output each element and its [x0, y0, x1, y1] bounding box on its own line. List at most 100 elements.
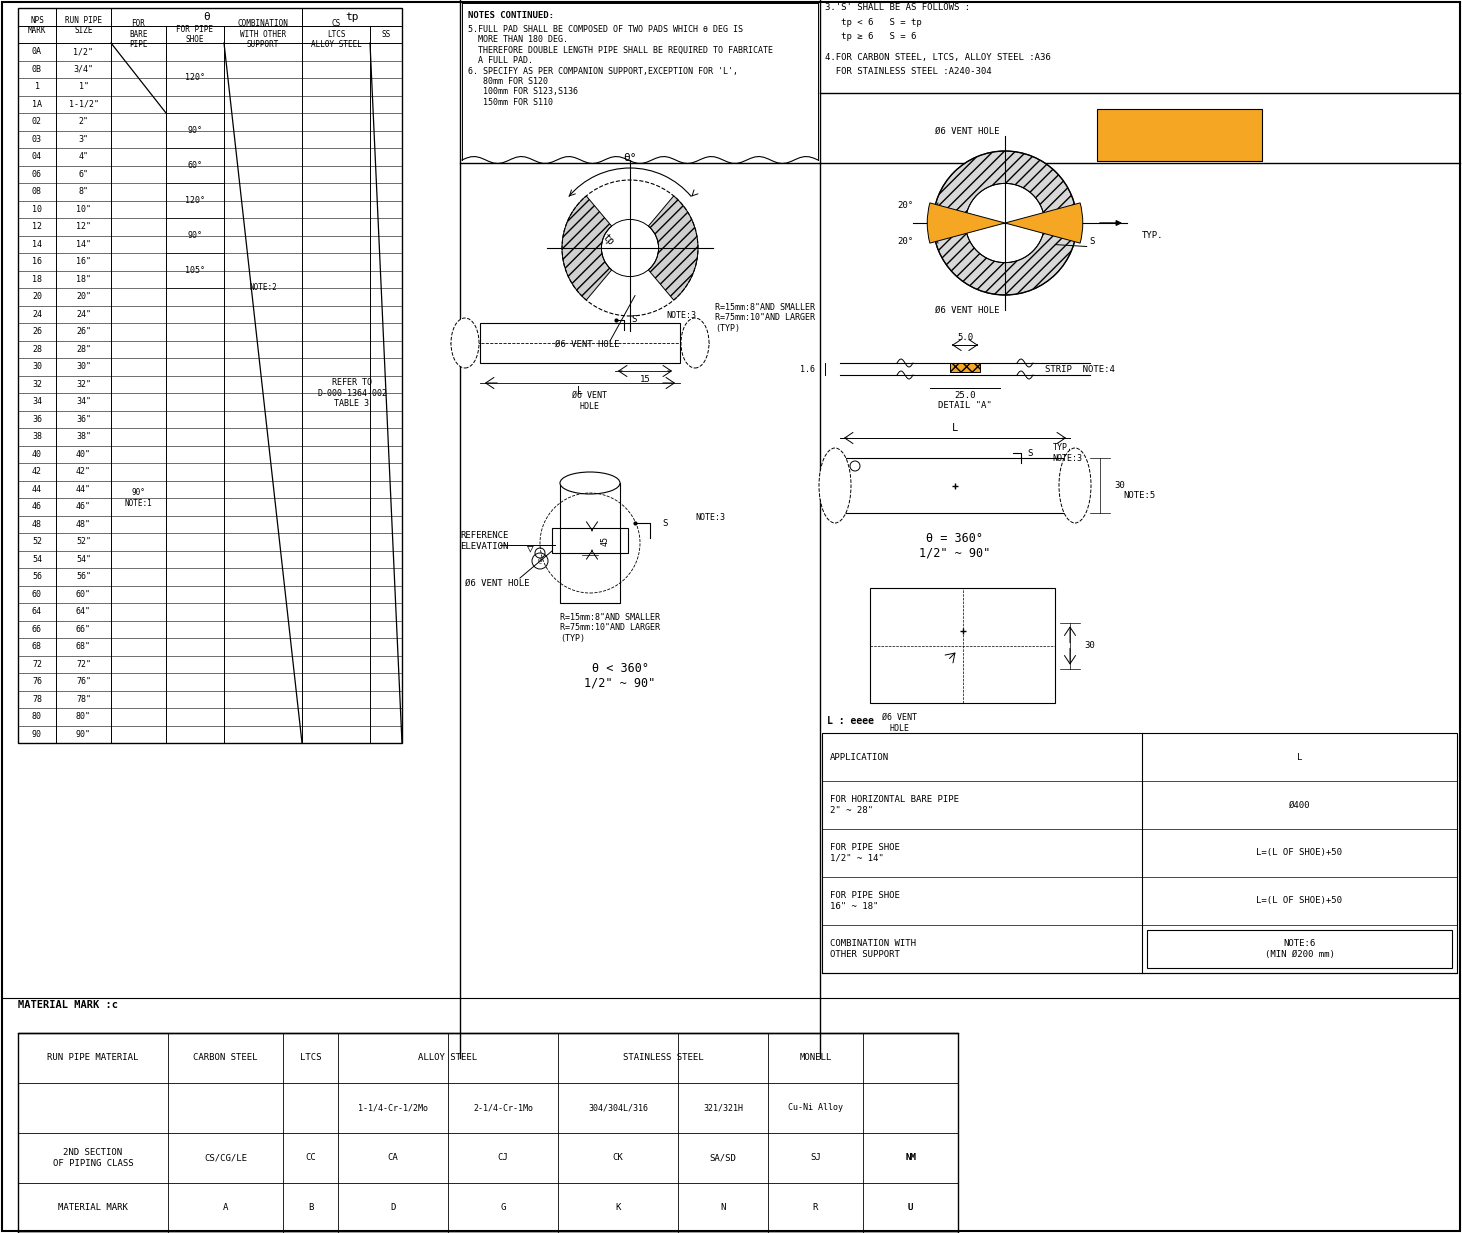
- Text: DETAIL "A": DETAIL "A": [939, 401, 991, 409]
- Text: APPLICATION: APPLICATION: [830, 752, 889, 762]
- Text: 90°
NOTE:1: 90° NOTE:1: [124, 488, 152, 508]
- Text: 10": 10": [76, 205, 91, 213]
- Text: CJ: CJ: [497, 1154, 509, 1163]
- Text: NM: NM: [905, 1154, 915, 1163]
- Text: MATERIAL MARK :c: MATERIAL MARK :c: [18, 1000, 118, 1010]
- Text: 60: 60: [32, 589, 42, 599]
- Text: 26: 26: [32, 327, 42, 337]
- Text: Ø6 VENT HOLE: Ø6 VENT HOLE: [465, 578, 529, 587]
- Text: NPS
MARK: NPS MARK: [28, 16, 47, 36]
- Text: θ < 360°: θ < 360°: [592, 661, 649, 674]
- Bar: [870, 588, 1056, 703]
- Text: 4": 4": [79, 152, 89, 162]
- Text: 64": 64": [76, 607, 91, 616]
- Text: R: R: [813, 1203, 819, 1212]
- Text: 78": 78": [76, 694, 91, 704]
- Text: L=(L OF SHOE)+50: L=(L OF SHOE)+50: [1256, 848, 1342, 857]
- Text: 1/2": 1/2": [73, 47, 94, 57]
- Text: 120°: 120°: [186, 74, 205, 83]
- Text: 46": 46": [76, 502, 91, 512]
- Bar: [553, 528, 629, 552]
- Text: 16: 16: [32, 258, 42, 266]
- Text: Ø6 VENT
HOLE: Ø6 VENT HOLE: [883, 714, 918, 732]
- Text: Ø400: Ø400: [1288, 800, 1310, 810]
- Text: CS
LTCS
ALLOY STEEL: CS LTCS ALLOY STEEL: [310, 20, 361, 49]
- Text: 46: 46: [32, 502, 42, 512]
- Text: Cu-Ni Alloy: Cu-Ni Alloy: [788, 1104, 844, 1112]
- Text: 5.FULL PAD SHALL BE COMPOSED OF TWO PADS WHICH θ DEG IS
  MORE THAN 180 DEG.
  T: 5.FULL PAD SHALL BE COMPOSED OF TWO PADS…: [468, 25, 773, 107]
- Text: K: K: [616, 1203, 621, 1212]
- Text: NOTE:2: NOTE:2: [249, 284, 276, 292]
- Text: R=15mm:8"AND SMALLER
R=75mm:10"AND LARGER
(TYP): R=15mm:8"AND SMALLER R=75mm:10"AND LARGE…: [560, 613, 659, 642]
- Text: 24": 24": [76, 309, 91, 319]
- Text: SA/SD: SA/SD: [709, 1154, 737, 1163]
- Text: RUN PIPE
SIZE: RUN PIPE SIZE: [64, 16, 102, 36]
- Wedge shape: [648, 196, 697, 300]
- Text: S: S: [1089, 237, 1095, 247]
- Text: θ: θ: [203, 12, 211, 22]
- Text: 5.0: 5.0: [958, 333, 974, 343]
- Text: 1-1/2": 1-1/2": [69, 100, 98, 109]
- Text: 304/304L/316: 304/304L/316: [588, 1104, 648, 1112]
- Text: 20": 20": [76, 292, 91, 301]
- Bar: [1148, 930, 1452, 968]
- Text: 26": 26": [76, 327, 91, 337]
- Wedge shape: [1004, 203, 1083, 243]
- Text: REFER TO
D-000-1364-002
TABLE 3: REFER TO D-000-1364-002 TABLE 3: [317, 379, 387, 408]
- Text: 36: 36: [32, 414, 42, 424]
- Text: NOTES CONTINUED:: NOTES CONTINUED:: [468, 11, 554, 20]
- Text: 72": 72": [76, 660, 91, 668]
- Text: tp ≥ 6   S = 6: tp ≥ 6 S = 6: [825, 32, 917, 41]
- Text: 14: 14: [32, 239, 42, 249]
- Text: 76": 76": [76, 677, 91, 687]
- Text: 3.'S' SHALL BE AS FOLLOWS :: 3.'S' SHALL BE AS FOLLOWS :: [825, 2, 971, 12]
- Text: 20: 20: [32, 292, 42, 301]
- Text: CC: CC: [306, 1154, 316, 1163]
- Text: 30: 30: [32, 363, 42, 371]
- Text: 90°: 90°: [187, 231, 203, 240]
- Text: TYP.
NOTE:3: TYP. NOTE:3: [1053, 444, 1082, 462]
- Text: 54": 54": [76, 555, 91, 563]
- Text: tp: tp: [601, 232, 616, 248]
- Text: 20°: 20°: [898, 237, 914, 245]
- Text: 1/2" ~ 90": 1/2" ~ 90": [920, 546, 991, 560]
- Text: 2ND SECTION
OF PIPING CLASS: 2ND SECTION OF PIPING CLASS: [53, 1148, 133, 1168]
- Text: 60°: 60°: [187, 162, 203, 170]
- Text: CARBON STEEL: CARBON STEEL: [193, 1053, 257, 1063]
- Bar: [560, 483, 620, 603]
- Text: 1/2" ~ 90": 1/2" ~ 90": [585, 677, 655, 689]
- Text: 12: 12: [32, 222, 42, 232]
- Text: L: L: [952, 423, 958, 433]
- Text: ALLOY STEEL: ALLOY STEEL: [418, 1053, 478, 1063]
- Text: S: S: [662, 519, 668, 528]
- Text: 56": 56": [76, 572, 91, 581]
- Text: 45: 45: [601, 536, 610, 546]
- Text: 68: 68: [32, 642, 42, 651]
- Text: L=(L OF SHOE)+50: L=(L OF SHOE)+50: [1256, 896, 1342, 905]
- Text: NOTE:6
(MIN Ø200 mm): NOTE:6 (MIN Ø200 mm): [1265, 940, 1335, 959]
- Text: LTCS: LTCS: [300, 1053, 322, 1063]
- Text: ▽: ▽: [526, 543, 534, 552]
- Text: 3": 3": [79, 134, 89, 144]
- Bar: [18, 7, 402, 743]
- Ellipse shape: [560, 472, 620, 494]
- Text: D: D: [390, 1203, 396, 1212]
- Text: SS: SS: [382, 30, 390, 38]
- Text: B: B: [308, 1203, 313, 1212]
- Text: S: S: [632, 316, 636, 324]
- Text: CK: CK: [613, 1154, 623, 1163]
- Text: FOR PIPE SHOE
1/2" ~ 14": FOR PIPE SHOE 1/2" ~ 14": [830, 843, 901, 863]
- Text: @: @: [538, 559, 542, 563]
- Wedge shape: [927, 203, 1004, 243]
- Text: Ø6 VENT HOLE: Ø6 VENT HOLE: [556, 339, 620, 349]
- Wedge shape: [933, 150, 1077, 295]
- Text: 18: 18: [32, 275, 42, 284]
- Text: tp < 6   S = tp: tp < 6 S = tp: [825, 18, 921, 27]
- Text: 80: 80: [32, 713, 42, 721]
- Bar: [1096, 109, 1262, 162]
- Text: NOTE:5: NOTE:5: [1124, 491, 1156, 501]
- Text: 90: 90: [32, 730, 42, 739]
- Text: 1": 1": [79, 83, 89, 91]
- Text: NOTE:3: NOTE:3: [694, 513, 725, 523]
- Text: 78: 78: [32, 694, 42, 704]
